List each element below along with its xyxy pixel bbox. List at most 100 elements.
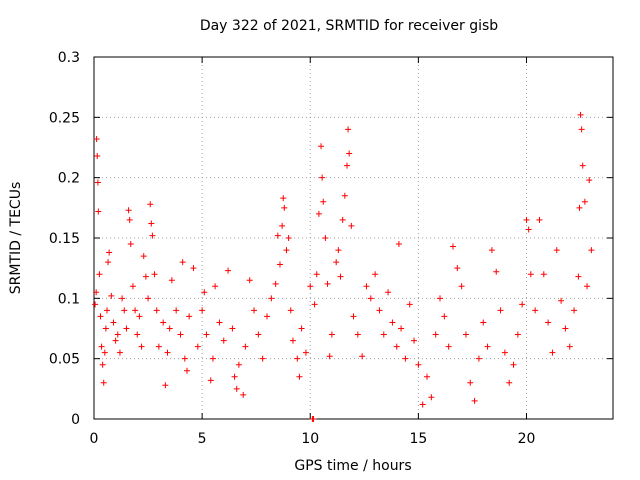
data-point — [153, 307, 160, 314]
data-point — [322, 235, 329, 241]
y-tick-label: 0.05 — [49, 352, 80, 368]
data-point — [268, 295, 275, 302]
data-point — [586, 177, 593, 184]
data-point — [324, 280, 331, 287]
data-point — [588, 247, 595, 254]
data-point — [493, 268, 500, 275]
data-point — [147, 201, 154, 208]
data-point — [225, 267, 232, 274]
axis-ticks — [93, 56, 613, 420]
data-point — [575, 273, 582, 280]
data-point — [145, 295, 152, 302]
data-point — [497, 307, 504, 314]
data-point — [501, 349, 508, 356]
data-point — [106, 249, 113, 256]
data-point — [458, 283, 465, 290]
data-point — [242, 343, 249, 350]
x-tick-label: 10 — [301, 431, 319, 447]
data-point — [553, 247, 560, 254]
data-point — [350, 313, 357, 320]
data-point — [398, 325, 405, 332]
data-point — [545, 319, 552, 326]
data-point — [411, 337, 418, 344]
data-point — [97, 313, 104, 320]
data-point — [100, 379, 107, 386]
data-point — [96, 271, 103, 278]
data-point — [359, 353, 366, 360]
data-point — [402, 355, 409, 362]
data-point — [345, 126, 352, 133]
y-tick-label: 0 — [71, 412, 80, 428]
data-point — [114, 331, 121, 338]
data-point — [298, 325, 305, 332]
data-point — [320, 198, 327, 205]
x-tick-label: 5 — [198, 431, 207, 447]
data-point — [315, 210, 322, 217]
chart-title: Day 322 of 2021, SRMTID for receiver gis… — [200, 18, 498, 34]
data-point — [259, 355, 266, 362]
data-point — [94, 152, 101, 159]
data-point — [562, 325, 569, 332]
data-point — [445, 343, 452, 350]
data-point — [294, 355, 301, 362]
data-point — [121, 307, 128, 314]
data-point — [142, 273, 149, 280]
data-point — [415, 361, 422, 368]
data-point — [339, 216, 346, 223]
data-point — [98, 343, 105, 350]
data-point — [289, 337, 296, 344]
data-point — [310, 416, 317, 422]
data-point — [125, 207, 132, 214]
data-point — [337, 273, 344, 280]
data-point — [532, 307, 539, 314]
data-point — [578, 126, 585, 133]
data-point — [274, 232, 281, 239]
y-tick-label: 0.3 — [58, 50, 80, 66]
data-point — [462, 331, 469, 338]
data-point — [126, 216, 133, 223]
data-point — [406, 301, 413, 308]
data-point — [311, 301, 318, 308]
data-point — [148, 220, 155, 227]
data-point — [449, 243, 456, 250]
data-point — [103, 307, 110, 314]
data-point — [119, 295, 126, 302]
data-point — [506, 379, 513, 386]
data-point — [212, 283, 219, 290]
data-point — [344, 162, 351, 169]
data-point — [201, 289, 208, 296]
data-point — [318, 143, 325, 150]
data-point — [395, 241, 402, 248]
data-point — [129, 283, 136, 290]
data-point — [183, 367, 190, 374]
y-tick-label: 0.2 — [58, 171, 80, 187]
data-point — [523, 216, 530, 223]
data-point — [93, 136, 100, 143]
data-point — [134, 331, 141, 338]
data-point — [240, 391, 247, 398]
data-point — [313, 271, 320, 278]
data-point — [437, 295, 443, 302]
data-point — [95, 208, 102, 215]
data-point — [549, 349, 556, 356]
data-point — [346, 150, 353, 157]
data-point — [484, 343, 491, 350]
x-tick-labels: 0 5 10 15 20 — [90, 431, 536, 447]
data-point — [393, 343, 400, 350]
data-point — [162, 382, 169, 389]
y-tick-label: 0.1 — [58, 291, 80, 307]
data-point — [231, 373, 238, 380]
data-point — [328, 331, 335, 338]
data-point — [380, 331, 387, 338]
data-point — [283, 247, 290, 254]
data-point — [525, 226, 532, 233]
data-point — [108, 292, 115, 299]
data-point — [540, 271, 547, 278]
data-point — [341, 192, 348, 199]
data-point — [519, 301, 526, 308]
data-point — [319, 174, 326, 181]
data-point — [164, 349, 171, 356]
data-point — [576, 204, 583, 211]
data-point — [566, 343, 573, 350]
